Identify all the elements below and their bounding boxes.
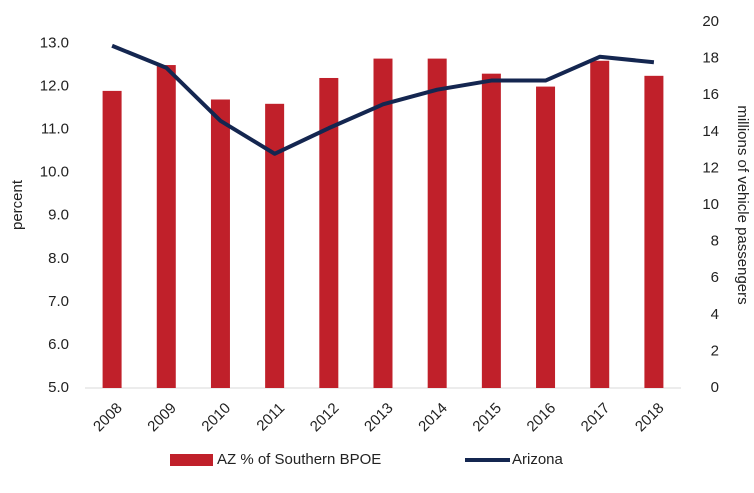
x-tick-label: 2014 [415,400,451,436]
x-tick-label: 2011 [253,400,288,435]
x-tick-label: 2008 [90,400,126,436]
x-tick-label: 2016 [524,400,560,436]
legend-label: Arizona [512,451,564,468]
y2-tick-label: 10 [702,196,719,213]
bar [590,60,610,389]
bar [265,103,285,388]
y-tick-label: 6.0 [48,336,69,353]
y2-tick-label: 18 [702,50,719,67]
y-tick-label: 11.0 [41,121,69,138]
x-tick-label: 2017 [578,400,614,436]
x-tick-label: 2012 [307,400,343,436]
y-axis-title: percent [9,179,26,230]
y-tick-label: 10.0 [40,164,69,181]
bar [210,99,230,388]
y-tick-label: 8.0 [48,250,69,267]
y2-axis-title: millions of vehicle passengers [734,105,751,304]
bar [536,86,556,389]
x-tick-label: 2013 [361,400,397,436]
x-tick-label: 2010 [198,400,234,436]
y2-tick-label: 12 [702,159,719,176]
x-tick-label: 2015 [469,400,505,436]
bar [319,77,339,388]
bar [156,65,176,388]
y2-tick-label: 8 [711,233,719,250]
y2-tick-label: 0 [711,379,719,396]
y2-tick-label: 2 [711,342,719,359]
y2-tick-label: 20 [702,13,719,30]
y2-tick-label: 4 [711,306,719,323]
y2-tick-label: 14 [702,123,719,140]
line [111,43,655,156]
y2-tick-label: 6 [711,269,719,286]
x-tick-label: 2009 [144,400,180,436]
bar [102,90,122,389]
y-tick-label: 9.0 [48,207,69,224]
bar [481,73,501,388]
bar [373,58,393,388]
legend-label: AZ % of Southern BPOE [217,451,381,468]
y2-tick-label: 16 [702,86,719,103]
y-tick-label: 12.0 [40,78,69,95]
bar [644,75,664,388]
y-tick-label: 13.0 [40,34,69,51]
x-tick-label: 2018 [632,400,668,436]
bar [427,58,447,388]
y-tick-label: 5.0 [48,379,69,396]
y-tick-label: 7.0 [48,293,69,310]
legend-swatch [170,454,213,466]
